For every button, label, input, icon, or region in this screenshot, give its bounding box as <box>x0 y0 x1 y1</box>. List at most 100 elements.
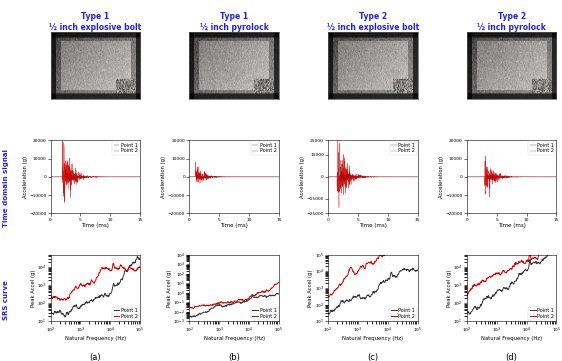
Point 2 <box>110 261 116 266</box>
Point 2 <box>102 266 109 270</box>
X-axis label: Natural Frequency (Hz): Natural Frequency (Hz) <box>342 336 404 341</box>
Line: Point 2: Point 2 <box>51 123 140 204</box>
Point 1 <box>243 175 250 179</box>
Point 2 <box>325 295 332 299</box>
Point 2 <box>504 175 510 179</box>
Point 2 <box>197 181 203 186</box>
Point 1 <box>325 312 332 316</box>
Point 1 <box>216 175 223 179</box>
Point 2 <box>60 298 66 303</box>
Point 1 <box>257 175 264 179</box>
Point 2 <box>552 244 559 248</box>
Point 1 <box>377 175 384 179</box>
Legend: Point 1, Point 2: Point 1, Point 2 <box>528 307 555 320</box>
Point 1 <box>275 292 282 296</box>
Line: Point 1: Point 1 <box>51 256 140 317</box>
Point 2 <box>243 175 250 179</box>
Point 2 <box>186 305 193 309</box>
Point 1 <box>521 175 528 179</box>
Point 2 <box>129 267 135 271</box>
Point 1 <box>63 183 70 187</box>
Title: Type 2
½ inch explosive bolt: Type 2 ½ inch explosive bolt <box>327 12 419 32</box>
Line: Point 1: Point 1 <box>328 164 418 189</box>
Point 1 <box>238 175 245 179</box>
Point 2 <box>203 175 210 179</box>
X-axis label: Time (ms): Time (ms) <box>220 223 248 228</box>
Point 1 <box>134 254 140 258</box>
Point 2 <box>119 175 125 179</box>
Y-axis label: Acceleration (g): Acceleration (g) <box>439 156 444 198</box>
Point 2 <box>47 175 54 179</box>
Point 2 <box>365 175 371 179</box>
Point 1 <box>186 314 193 319</box>
Y-axis label: Peak Accel (g): Peak Accel (g) <box>31 269 35 307</box>
Point 2 <box>482 154 489 158</box>
Point 1 <box>101 293 107 298</box>
Point 1 <box>414 268 421 272</box>
Line: Point 1: Point 1 <box>467 173 556 182</box>
Point 1 <box>65 177 71 181</box>
Point 2 <box>186 175 193 179</box>
Point 1 <box>464 310 470 314</box>
Point 2 <box>516 175 523 179</box>
Text: SRS curve: SRS curve <box>3 280 9 319</box>
Point 2 <box>534 175 541 179</box>
Point 1 <box>365 175 371 179</box>
Point 2 <box>378 254 385 258</box>
Point 2 <box>101 266 107 270</box>
Y-axis label: Peak Accel (g): Peak Accel (g) <box>167 269 172 307</box>
Y-axis label: Peak Accel (g): Peak Accel (g) <box>447 269 452 307</box>
Point 2 <box>325 175 332 179</box>
Point 1 <box>123 269 130 273</box>
Point 1 <box>239 300 246 304</box>
Point 2 <box>382 175 389 179</box>
Legend: Point 1, Point 2: Point 1, Point 2 <box>389 307 416 320</box>
Point 2 <box>257 175 264 179</box>
Point 1 <box>77 174 84 178</box>
Text: Time domain signal: Time domain signal <box>3 149 9 227</box>
Line: Point 2: Point 2 <box>189 162 279 183</box>
Point 2 <box>239 298 246 303</box>
Point 1 <box>226 175 233 179</box>
Point 1 <box>100 175 107 179</box>
Point 1 <box>486 179 492 184</box>
Point 2 <box>137 264 143 268</box>
Legend: Point 1, Point 2: Point 1, Point 2 <box>251 307 278 320</box>
Point 2 <box>61 201 67 206</box>
Point 1 <box>105 175 111 179</box>
Point 2 <box>239 298 246 302</box>
Point 1 <box>380 279 387 283</box>
Point 1 <box>539 258 546 263</box>
Point 2 <box>226 175 233 179</box>
Point 2 <box>342 177 349 181</box>
Line: Point 2: Point 2 <box>467 156 556 197</box>
Point 1 <box>464 310 470 315</box>
Point 2 <box>101 266 107 271</box>
Point 1 <box>481 175 487 179</box>
Point 2 <box>77 172 84 177</box>
Point 2 <box>262 290 269 295</box>
Point 2 <box>401 236 407 240</box>
Y-axis label: Acceleration (g): Acceleration (g) <box>300 156 305 198</box>
X-axis label: Time (ms): Time (ms) <box>81 223 109 228</box>
Point 1 <box>378 281 385 286</box>
Point 2 <box>275 280 282 285</box>
Point 2 <box>60 121 66 125</box>
Point 1 <box>517 271 524 276</box>
Point 2 <box>517 260 524 264</box>
Point 2 <box>186 305 193 309</box>
Point 2 <box>238 175 245 179</box>
Point 2 <box>190 306 197 311</box>
Point 2 <box>100 175 107 179</box>
Point 1 <box>396 175 402 179</box>
Point 2 <box>539 251 546 255</box>
Point 2 <box>396 175 402 179</box>
Point 2 <box>464 175 470 179</box>
Point 2 <box>336 206 342 210</box>
Text: (c): (c) <box>368 353 378 361</box>
Point 2 <box>105 175 111 179</box>
Line: Point 2: Point 2 <box>189 282 279 309</box>
Line: Point 1: Point 1 <box>328 268 418 314</box>
Point 1 <box>406 269 413 274</box>
Y-axis label: Acceleration (g): Acceleration (g) <box>22 156 28 198</box>
